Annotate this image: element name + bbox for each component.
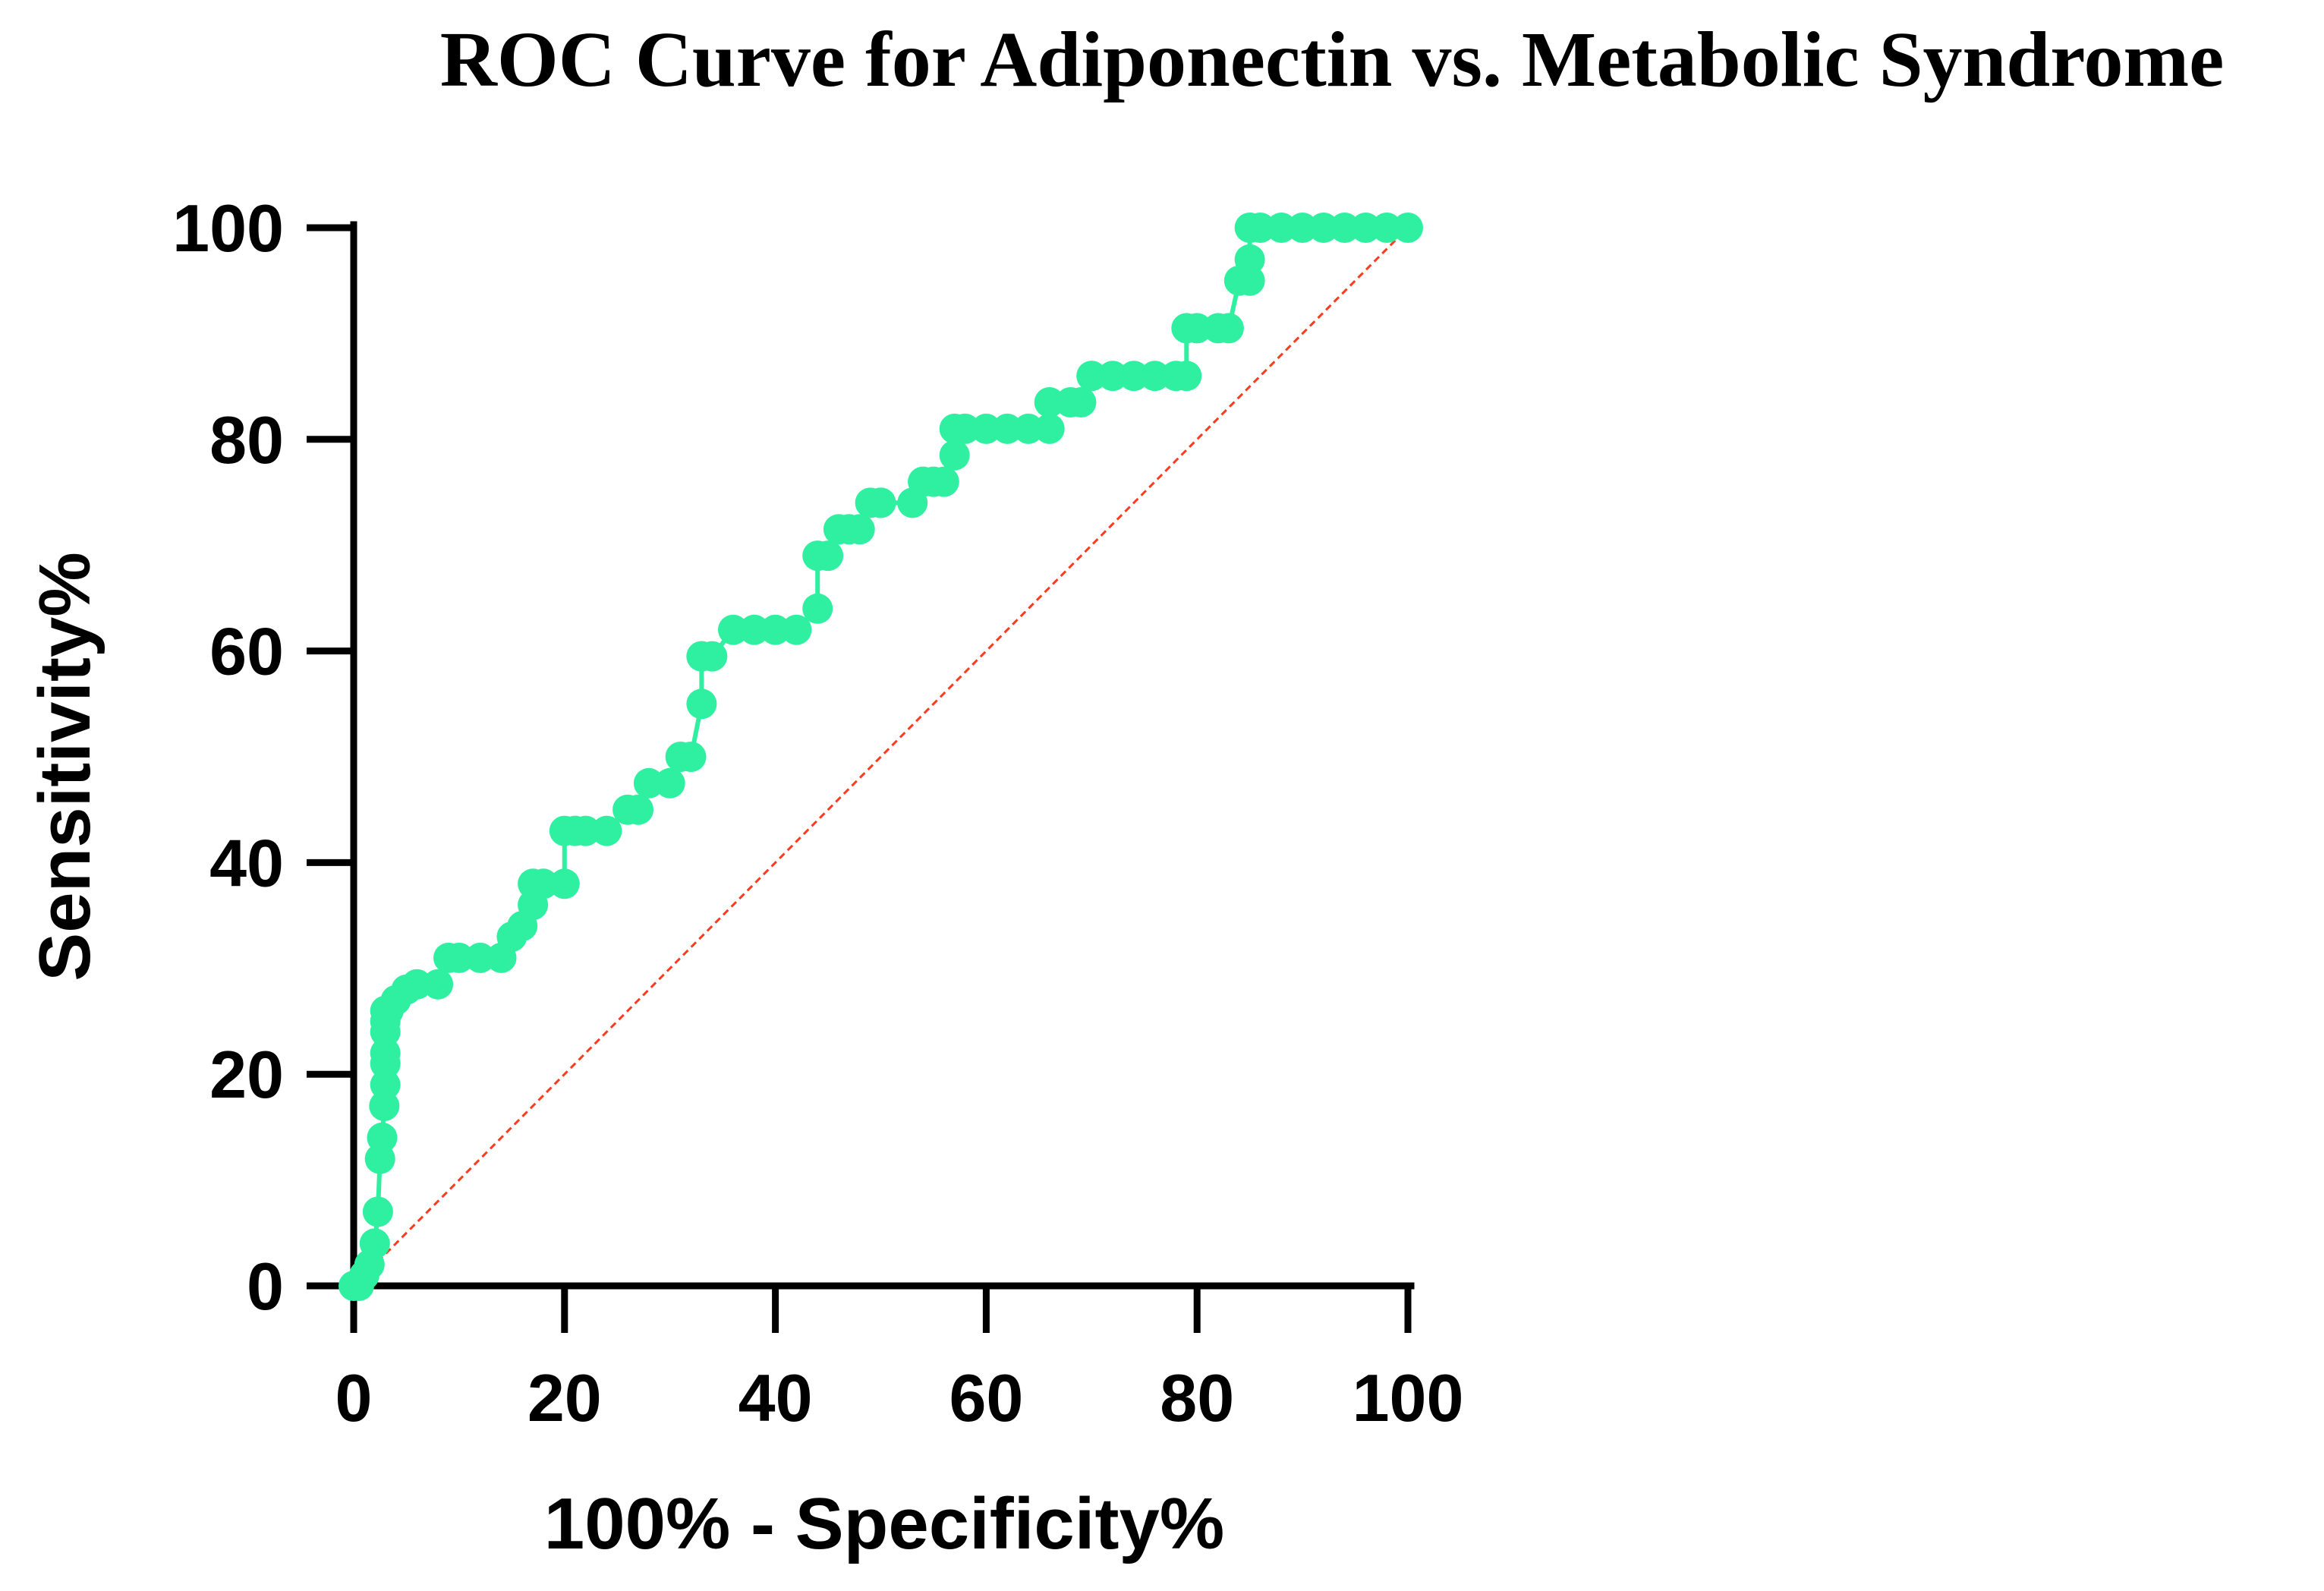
roc-point xyxy=(1182,313,1213,344)
roc-point xyxy=(928,466,959,497)
roc-markers-layer xyxy=(339,213,1423,1301)
roc-point xyxy=(370,1070,401,1101)
y-axis-label: Sensitivity% xyxy=(24,552,105,981)
roc-point xyxy=(1034,387,1065,417)
reference-line-layer xyxy=(352,226,1409,1287)
roc-point xyxy=(362,1196,393,1227)
reference-line xyxy=(352,226,1409,1287)
x-tick-label: 40 xyxy=(738,1360,813,1435)
y-tick-label: 80 xyxy=(209,402,284,477)
roc-point xyxy=(802,593,833,624)
roc-point xyxy=(570,815,601,846)
roc-point xyxy=(549,868,580,899)
roc-point xyxy=(718,614,748,645)
roc-point xyxy=(939,439,970,471)
roc-point xyxy=(697,641,728,672)
roc-point xyxy=(1308,213,1339,243)
roc-point xyxy=(1371,213,1403,243)
chart-title: ROC Curve for Adiponectin vs. Metabolic … xyxy=(440,16,2225,103)
roc-point xyxy=(992,413,1023,444)
roc-point xyxy=(844,514,875,545)
roc-point xyxy=(1245,213,1276,243)
x-tick-label: 100 xyxy=(1353,1360,1464,1435)
roc-point xyxy=(1076,361,1107,392)
roc-point xyxy=(1097,361,1129,392)
roc-point xyxy=(1329,213,1360,243)
x-tick-label: 60 xyxy=(949,1360,1023,1435)
roc-point xyxy=(623,794,653,825)
roc-point xyxy=(1013,413,1044,444)
roc-point xyxy=(1393,213,1423,243)
roc-point xyxy=(1171,361,1202,392)
roc-point xyxy=(528,868,559,899)
roc-point xyxy=(359,1228,390,1259)
roc-point xyxy=(1118,361,1149,392)
roc-point xyxy=(402,969,433,1000)
axes xyxy=(307,221,1415,1333)
roc-point xyxy=(813,540,844,572)
roc-point xyxy=(591,815,622,846)
roc-point xyxy=(1139,361,1170,392)
roc-point xyxy=(367,1122,398,1153)
roc-point xyxy=(865,487,896,518)
roc-point xyxy=(464,942,496,973)
roc-point xyxy=(370,1038,401,1069)
roc-point xyxy=(654,767,685,799)
roc-point xyxy=(1213,313,1244,344)
tick-labels: 0 20 40 60 80 100 0 20 40 60 80 100 xyxy=(172,191,1463,1435)
roc-point xyxy=(423,969,454,1000)
roc-point xyxy=(1350,213,1381,243)
x-tick-label: 20 xyxy=(527,1360,602,1435)
y-tick-label: 60 xyxy=(209,614,284,689)
roc-point xyxy=(1287,213,1318,243)
roc-point xyxy=(781,614,812,645)
roc-point xyxy=(1234,265,1265,296)
roc-point xyxy=(1234,244,1265,275)
roc-point xyxy=(443,942,474,973)
roc-point xyxy=(971,413,1002,444)
roc-point xyxy=(760,614,791,645)
x-axis-label: 100% - Specificity% xyxy=(544,1483,1224,1564)
roc-point xyxy=(1266,213,1297,243)
roc-point xyxy=(949,413,981,444)
y-tick-label: 20 xyxy=(209,1037,284,1112)
y-tick-label: 100 xyxy=(172,191,284,266)
roc-point xyxy=(686,688,717,720)
roc-point xyxy=(633,767,664,799)
x-tick-label: 0 xyxy=(335,1360,373,1435)
y-tick-label: 0 xyxy=(247,1249,284,1324)
roc-point xyxy=(1034,413,1065,444)
x-tick-label: 80 xyxy=(1160,1360,1234,1435)
roc-point xyxy=(675,742,707,772)
y-tick-label: 40 xyxy=(209,825,284,900)
roc-point xyxy=(738,614,770,645)
roc-point xyxy=(1066,387,1097,417)
